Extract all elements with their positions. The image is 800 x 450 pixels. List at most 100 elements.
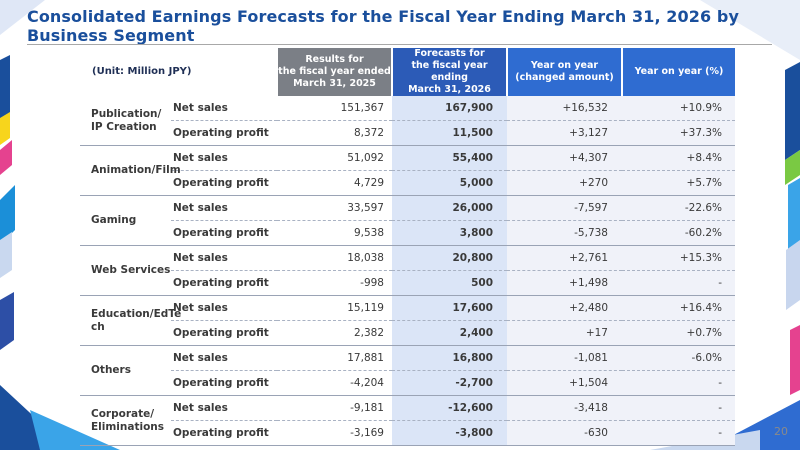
results-value: 33,597 bbox=[277, 195, 392, 221]
segment-name: Gaming bbox=[80, 195, 171, 246]
table-row: Corporate/ Eliminations Net sales -9,181… bbox=[80, 395, 735, 446]
header-results: Results for the fiscal year ended March … bbox=[276, 48, 392, 96]
results-value: -998 bbox=[277, 270, 392, 296]
header-yoy-line: (changed amount) bbox=[515, 72, 614, 83]
yoy-amount-value: +2,761 bbox=[507, 245, 622, 271]
metric-label: Net sales bbox=[171, 295, 277, 321]
metric-label: Net sales bbox=[171, 245, 277, 271]
yoy-percent-value: +16.4% bbox=[622, 295, 735, 321]
results-value: 4,729 bbox=[277, 170, 392, 196]
segment-name: Education/EdTe ch bbox=[80, 295, 181, 346]
yoy-amount-value: -5,738 bbox=[507, 220, 622, 246]
table-row: Animation/Film Net sales 51,092 55,400 +… bbox=[80, 145, 735, 196]
segment-name: Animation/Film bbox=[80, 145, 181, 196]
forecast-value: 55,400 bbox=[392, 145, 507, 171]
forecast-value: 17,600 bbox=[392, 295, 507, 321]
yoy-percent-value: +8.4% bbox=[622, 145, 735, 171]
metric-label: Net sales bbox=[171, 145, 277, 171]
metric-label: Net sales bbox=[171, 345, 277, 371]
results-value: 15,119 bbox=[277, 295, 392, 321]
yoy-amount-value: -3,418 bbox=[507, 395, 622, 421]
segment-name-line: ch bbox=[91, 320, 105, 333]
metric-label: Net sales bbox=[171, 195, 277, 221]
table-row: Others Net sales 17,881 16,800 -1,081 -6… bbox=[80, 345, 735, 396]
yoy-percent-value: -6.0% bbox=[622, 345, 735, 371]
results-value: -9,181 bbox=[277, 395, 392, 421]
results-value: 17,881 bbox=[277, 345, 392, 371]
metric-label: Operating profit bbox=[171, 120, 277, 146]
header-results-line: the fiscal year ended bbox=[278, 66, 391, 77]
yoy-amount-value: +1,504 bbox=[507, 370, 622, 396]
header-yoy-amount: Year on year (changed amount) bbox=[506, 48, 622, 96]
results-value: 18,038 bbox=[277, 245, 392, 271]
page-number: 20 bbox=[774, 425, 788, 438]
yoy-percent-value: +0.7% bbox=[622, 320, 735, 346]
results-value: 151,367 bbox=[277, 96, 392, 121]
metric-label: Operating profit bbox=[171, 370, 277, 396]
yoy-amount-value: +17 bbox=[507, 320, 622, 346]
segment-name-line: Animation/Film bbox=[91, 164, 181, 176]
forecast-value: 11,500 bbox=[392, 120, 507, 146]
table-row: Operating profit 8,372 11,500 +3,127 +37… bbox=[80, 120, 735, 146]
metric-label: Net sales bbox=[171, 96, 277, 121]
metric-label: Operating profit bbox=[171, 270, 277, 296]
segment-name: Publication/ IP Creation bbox=[80, 96, 171, 146]
results-value: 2,382 bbox=[277, 320, 392, 346]
forecast-table: (Unit: Million JPY) Results for the fisc… bbox=[80, 48, 735, 446]
yoy-amount-value: -630 bbox=[507, 420, 622, 446]
yoy-amount-value: +3,127 bbox=[507, 120, 622, 146]
segment-name-line: IP Creation bbox=[91, 120, 157, 133]
table-row: Operating profit -3,169 -3,800 -630 - bbox=[80, 420, 735, 446]
yoy-percent-value: -22.6% bbox=[622, 195, 735, 221]
yoy-percent-value: +15.3% bbox=[622, 245, 735, 271]
table-row: Gaming Net sales 33,597 26,000 -7,597 -2… bbox=[80, 195, 735, 246]
table-row: Operating profit 9,538 3,800 -5,738 -60.… bbox=[80, 220, 735, 246]
unit-label: (Unit: Million JPY) bbox=[80, 48, 277, 96]
results-value: 8,372 bbox=[277, 120, 392, 146]
results-value: -4,204 bbox=[277, 370, 392, 396]
header-results-line: March 31, 2025 bbox=[293, 78, 376, 89]
segment-name-line: Publication/ bbox=[91, 107, 162, 120]
table-row: Operating profit 4,729 5,000 +270 +5.7% bbox=[80, 170, 735, 196]
yoy-amount-value: +2,480 bbox=[507, 295, 622, 321]
table-row: Operating profit -998 500 +1,498 - bbox=[80, 270, 735, 296]
header-yoy-line: Year on year bbox=[530, 60, 599, 71]
forecast-value: -2,700 bbox=[392, 370, 507, 396]
table-row: Education/EdTe ch Net sales 15,119 17,60… bbox=[80, 295, 735, 346]
yoy-percent-value: - bbox=[622, 395, 735, 421]
forecast-value: 26,000 bbox=[392, 195, 507, 221]
metric-label: Net sales bbox=[171, 395, 277, 421]
yoy-percent-value: +10.9% bbox=[622, 96, 735, 121]
forecast-value: 3,800 bbox=[392, 220, 507, 246]
yoy-percent-value: - bbox=[622, 420, 735, 446]
title-divider bbox=[27, 44, 772, 45]
yoy-amount-value: +16,532 bbox=[507, 96, 622, 121]
results-value: -3,169 bbox=[277, 420, 392, 446]
forecast-value: 16,800 bbox=[392, 345, 507, 371]
results-value: 51,092 bbox=[277, 145, 392, 171]
header-forecast-line: Forecasts for bbox=[414, 48, 485, 59]
forecast-value: 5,000 bbox=[392, 170, 507, 196]
forecast-value: 2,400 bbox=[392, 320, 507, 346]
segment-name: Web Services bbox=[80, 245, 171, 296]
segment-name: Corporate/ Eliminations bbox=[80, 395, 171, 446]
segment-name: Others bbox=[80, 345, 171, 396]
header-yoy-percent: Year on year (%) bbox=[621, 48, 735, 96]
forecast-value: 20,800 bbox=[392, 245, 507, 271]
yoy-amount-value: +4,307 bbox=[507, 145, 622, 171]
yoy-amount-value: +1,498 bbox=[507, 270, 622, 296]
table-row: Publication/ IP Creation Net sales 151,3… bbox=[80, 96, 735, 146]
table-row: Operating profit 2,382 2,400 +17 +0.7% bbox=[80, 320, 735, 346]
header-forecast-line: March 31, 2026 bbox=[408, 84, 491, 95]
yoy-amount-value: -1,081 bbox=[507, 345, 622, 371]
yoy-percent-value: +5.7% bbox=[622, 170, 735, 196]
metric-label: Operating profit bbox=[171, 170, 277, 196]
header-forecast: Forecasts for the fiscal year ending Mar… bbox=[391, 48, 507, 96]
segment-name-line: Education/EdTe bbox=[91, 307, 182, 320]
header-row: (Unit: Million JPY) Results for the fisc… bbox=[80, 48, 735, 96]
segment-name-line: Corporate/ bbox=[91, 407, 155, 420]
segment-name-line: Gaming bbox=[91, 214, 137, 226]
header-forecast-line: the fiscal year ending bbox=[411, 60, 488, 83]
table-row: Operating profit -4,204 -2,700 +1,504 - bbox=[80, 370, 735, 396]
forecast-value: -3,800 bbox=[392, 420, 507, 446]
